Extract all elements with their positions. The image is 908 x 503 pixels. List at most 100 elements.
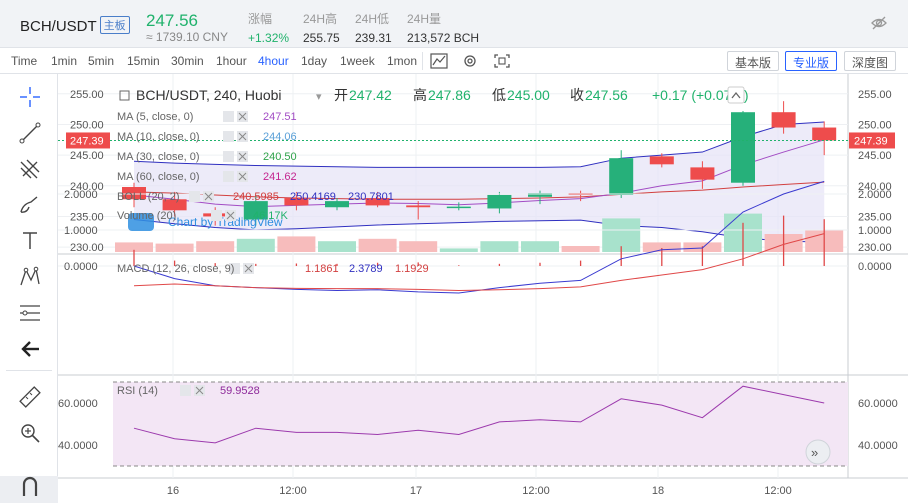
trend-line-icon[interactable] [17, 120, 43, 146]
gear-icon[interactable] [211, 210, 222, 221]
gear-icon[interactable] [223, 131, 234, 142]
candle-body[interactable] [812, 127, 837, 141]
divider [422, 52, 423, 70]
candle-body[interactable] [325, 201, 349, 208]
view-pro-button[interactable]: 专业版 [785, 51, 838, 71]
chart-area[interactable]: 255.00 255.00 250.00 250.00 245.00 245.00 240.… [58, 74, 908, 503]
candle-body[interactable] [528, 193, 552, 197]
volume-bar [115, 242, 153, 252]
boll-lower-value: 230.7801 [348, 191, 394, 203]
ruler-icon[interactable] [17, 384, 43, 410]
last-price-label-left: 247.39 [70, 135, 104, 147]
low-label: 低 [492, 87, 506, 103]
scroll-realtime-button[interactable]: » [805, 439, 831, 465]
candle-body[interactable] [406, 205, 431, 208]
time-tick-label: 17 [410, 485, 422, 497]
back-arrow-icon[interactable] [17, 336, 43, 362]
hide-eye-icon[interactable] [870, 14, 888, 32]
candles[interactable] [58, 101, 848, 226]
interval-15min[interactable]: 15min [127, 54, 160, 68]
interval-time[interactable]: Time [11, 54, 38, 68]
boll-mid-line [133, 181, 825, 200]
time-tick-label: 18 [652, 485, 664, 497]
candle-body[interactable] [122, 187, 146, 200]
volume-bar [318, 241, 356, 252]
volume-bar [155, 243, 194, 252]
last-price-label: 247.39 [854, 135, 888, 147]
interval-30min[interactable]: 30min [171, 54, 204, 68]
price-tick-label-left: 250.00 [70, 119, 104, 131]
open-value: 247.42 [349, 87, 392, 103]
candle-body[interactable] [284, 198, 309, 206]
price-tick-label: 250.00 [858, 119, 892, 131]
zoom-icon[interactable] [17, 420, 43, 446]
interval-1min[interactable]: 1min [51, 54, 78, 68]
interval-1hour[interactable]: 1hour [216, 54, 247, 68]
watermark-text: Chart by TradingView [168, 215, 283, 229]
pattern-icon[interactable] [17, 264, 43, 290]
interval-1day[interactable]: 1day [301, 54, 328, 68]
close-icon-stroke [238, 172, 247, 181]
collapse-icon[interactable] [119, 90, 130, 101]
volume-bar [521, 241, 559, 252]
chevron-up-icon[interactable] [727, 86, 745, 104]
gear-icon[interactable] [223, 111, 234, 122]
candle-body[interactable] [609, 158, 634, 195]
high-label: 高 [413, 87, 427, 103]
tradingview-watermark: Chart by TradingView [128, 213, 283, 231]
candle-body[interactable] [690, 167, 715, 180]
close-icon-stroke [238, 132, 247, 141]
macd-pane [58, 180, 848, 294]
fullscreen-icon[interactable] [492, 52, 512, 70]
gear-icon[interactable] [180, 385, 191, 396]
price-tick-label: 235.00 [858, 211, 892, 223]
pair-title[interactable]: BCH/USDT 主板 [20, 16, 130, 35]
axes: 255.00 255.00 250.00 250.00 245.00 245.00 240.… [58, 89, 898, 497]
brush-icon[interactable] [17, 192, 43, 218]
ma10-label: MA (10, close, 0) [117, 131, 200, 143]
macd-signal-line [133, 233, 825, 291]
price-tick-label: 230.00 [858, 242, 892, 254]
candle-body[interactable] [365, 198, 390, 206]
interval-1week[interactable]: 1week [340, 54, 375, 68]
candle-body[interactable] [487, 194, 512, 209]
candle-body[interactable] [446, 206, 471, 209]
interval-1mon[interactable]: 1mon [387, 54, 418, 68]
legend-controls [180, 111, 254, 396]
boll-upper-line [133, 121, 825, 168]
ma5-value: 247.51 [263, 111, 297, 123]
interval-5min[interactable]: 5min [88, 54, 115, 68]
ma60-value: 241.62 [263, 171, 297, 183]
rsi-value: 59.9528 [220, 385, 260, 397]
gear-icon[interactable] [223, 171, 234, 182]
view-basic-button[interactable]: 基本版 [727, 51, 780, 71]
volume-bar [399, 241, 438, 252]
gear-icon[interactable] [229, 263, 240, 274]
rsi-legend: RSI (14) 59.9528 [117, 385, 260, 397]
candle-body[interactable] [649, 156, 674, 165]
price-tick-label: 245.00 [858, 150, 892, 162]
chart-type-icon[interactable] [429, 52, 449, 70]
view-depth-button[interactable]: 深度图 [844, 51, 897, 71]
macd-label: MACD (12, 26, close, 9) [117, 263, 234, 275]
interval-4hour[interactable]: 4hour [258, 54, 289, 68]
indicators-icon[interactable] [460, 52, 480, 70]
text-icon[interactable] [17, 228, 43, 254]
fib-icon[interactable] [17, 300, 43, 326]
ma60-label: MA (60, close, 0) [117, 171, 200, 183]
candle-body[interactable] [731, 112, 755, 183]
candle-body[interactable] [771, 112, 796, 128]
gear-icon[interactable] [189, 191, 200, 202]
pitchfork-icon[interactable] [17, 156, 43, 182]
chevron-down-icon[interactable]: ▾ [316, 91, 322, 103]
magnet-icon[interactable] [17, 472, 43, 498]
boll-mid-value: 240.5985 [233, 191, 279, 203]
volume-value: 46.17K [253, 210, 289, 222]
crosshair-icon[interactable] [17, 84, 43, 110]
boll-upper-value: 250.4169 [290, 191, 336, 203]
candle-body[interactable] [162, 199, 187, 211]
gear-icon[interactable] [223, 151, 234, 162]
rsi-band [113, 382, 848, 466]
macd-legend: MACD (12, 26, close, 9) 1.1861 2.3789 1.… [117, 263, 429, 275]
candle-body[interactable] [243, 201, 268, 220]
